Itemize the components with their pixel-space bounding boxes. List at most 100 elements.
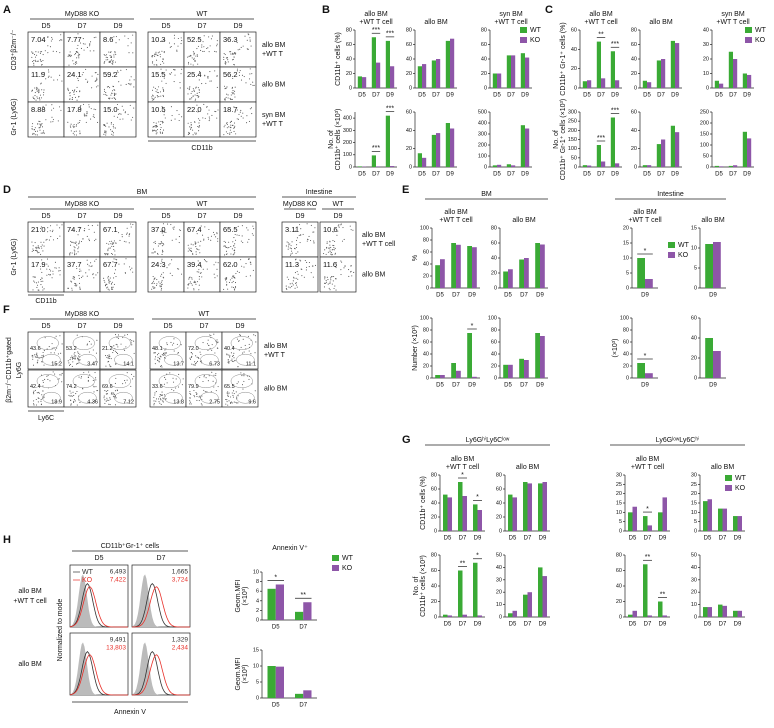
event-dot bbox=[45, 119, 47, 121]
bar bbox=[473, 562, 478, 617]
event-dot bbox=[249, 108, 251, 110]
event-dot bbox=[249, 40, 251, 42]
event-dot bbox=[237, 395, 239, 397]
day-label: D9 bbox=[234, 23, 243, 30]
tick-label: 30 bbox=[703, 42, 709, 48]
event-dot bbox=[329, 249, 331, 251]
event-dot bbox=[113, 54, 115, 56]
event-dot bbox=[227, 361, 229, 363]
event-dot bbox=[79, 288, 81, 290]
event-dot bbox=[233, 237, 235, 239]
legend-label: WT bbox=[530, 27, 542, 34]
event-dot bbox=[230, 253, 232, 255]
event-dot bbox=[295, 282, 297, 284]
event-dot bbox=[93, 391, 95, 393]
event-dot bbox=[117, 116, 119, 118]
event-dot bbox=[248, 120, 251, 122]
event-dot bbox=[114, 254, 116, 256]
event-dot bbox=[41, 89, 43, 91]
event-dot bbox=[242, 112, 244, 114]
event-dot bbox=[160, 286, 162, 288]
event-dot bbox=[190, 128, 192, 130]
event-dot bbox=[189, 357, 191, 359]
event-dot bbox=[233, 126, 235, 129]
flow-plot bbox=[63, 256, 101, 293]
event-dot bbox=[47, 378, 49, 381]
category-label: D5 bbox=[715, 172, 723, 178]
event-dot bbox=[123, 240, 125, 242]
bar bbox=[610, 117, 615, 167]
tick-label: 250 bbox=[700, 109, 709, 115]
event-dot bbox=[40, 227, 42, 229]
event-dot bbox=[161, 110, 163, 112]
bar bbox=[542, 576, 547, 617]
event-dot bbox=[214, 70, 216, 72]
event-dot bbox=[118, 232, 120, 234]
event-dot bbox=[107, 361, 109, 363]
event-dot bbox=[88, 265, 90, 267]
event-dot bbox=[200, 49, 202, 52]
event-dot bbox=[211, 371, 213, 373]
row-label: +WT T cell bbox=[362, 241, 396, 248]
event-dot bbox=[152, 252, 154, 254]
day-label: D9 bbox=[114, 23, 123, 30]
event-dot bbox=[163, 111, 165, 113]
day-label: D7 bbox=[198, 213, 207, 220]
bar bbox=[719, 166, 724, 167]
event-dot bbox=[230, 94, 232, 96]
tick-label: 0 bbox=[499, 614, 502, 620]
event-dot bbox=[32, 276, 34, 278]
event-dot bbox=[176, 343, 178, 345]
tick-label: 20 bbox=[431, 514, 437, 520]
event-dot bbox=[42, 105, 44, 107]
bar bbox=[705, 338, 713, 378]
event-dot bbox=[115, 275, 117, 278]
bar bbox=[450, 38, 455, 88]
bar bbox=[643, 564, 648, 617]
tick-label: 0 bbox=[706, 85, 709, 91]
tick-label: 15 bbox=[616, 500, 622, 506]
event-dot bbox=[109, 404, 111, 406]
event-dot bbox=[75, 130, 77, 132]
event-dot bbox=[153, 98, 155, 100]
event-dot bbox=[107, 254, 109, 256]
event-dot bbox=[50, 352, 52, 354]
category-label: D5 bbox=[493, 172, 501, 178]
event-dot bbox=[47, 52, 49, 54]
legend-label: KO bbox=[678, 252, 689, 259]
event-dot bbox=[73, 123, 75, 126]
event-dot bbox=[156, 132, 158, 134]
event-dot bbox=[302, 233, 304, 235]
tick-label: 20 bbox=[691, 590, 697, 596]
event-dot bbox=[232, 77, 234, 80]
event-dot bbox=[173, 338, 175, 340]
event-dot bbox=[106, 57, 109, 59]
event-dot bbox=[343, 238, 345, 241]
event-dot bbox=[301, 275, 303, 277]
event-dot bbox=[226, 284, 228, 286]
category-label: D9 bbox=[641, 293, 649, 299]
event-dot bbox=[113, 242, 115, 244]
event-dot bbox=[159, 286, 161, 288]
tick-label: 40 bbox=[631, 128, 637, 134]
event-dot bbox=[233, 253, 235, 255]
event-dot bbox=[152, 95, 154, 97]
event-dot bbox=[47, 374, 49, 377]
event-dot bbox=[107, 288, 109, 290]
event-dot bbox=[217, 347, 219, 349]
event-dot bbox=[41, 259, 43, 261]
event-dot bbox=[115, 377, 117, 379]
event-dot bbox=[97, 85, 99, 87]
event-dot bbox=[120, 84, 122, 86]
event-dot bbox=[195, 246, 197, 248]
event-dot bbox=[203, 46, 205, 48]
event-dot bbox=[329, 251, 331, 253]
event-dot bbox=[247, 48, 249, 51]
event-dot bbox=[338, 226, 340, 228]
event-dot bbox=[201, 83, 203, 85]
day-label: D5 bbox=[162, 23, 171, 30]
axis-label: (×10³) bbox=[612, 339, 619, 358]
event-dot bbox=[153, 122, 155, 124]
event-dot bbox=[227, 94, 229, 96]
event-dot bbox=[329, 289, 331, 291]
